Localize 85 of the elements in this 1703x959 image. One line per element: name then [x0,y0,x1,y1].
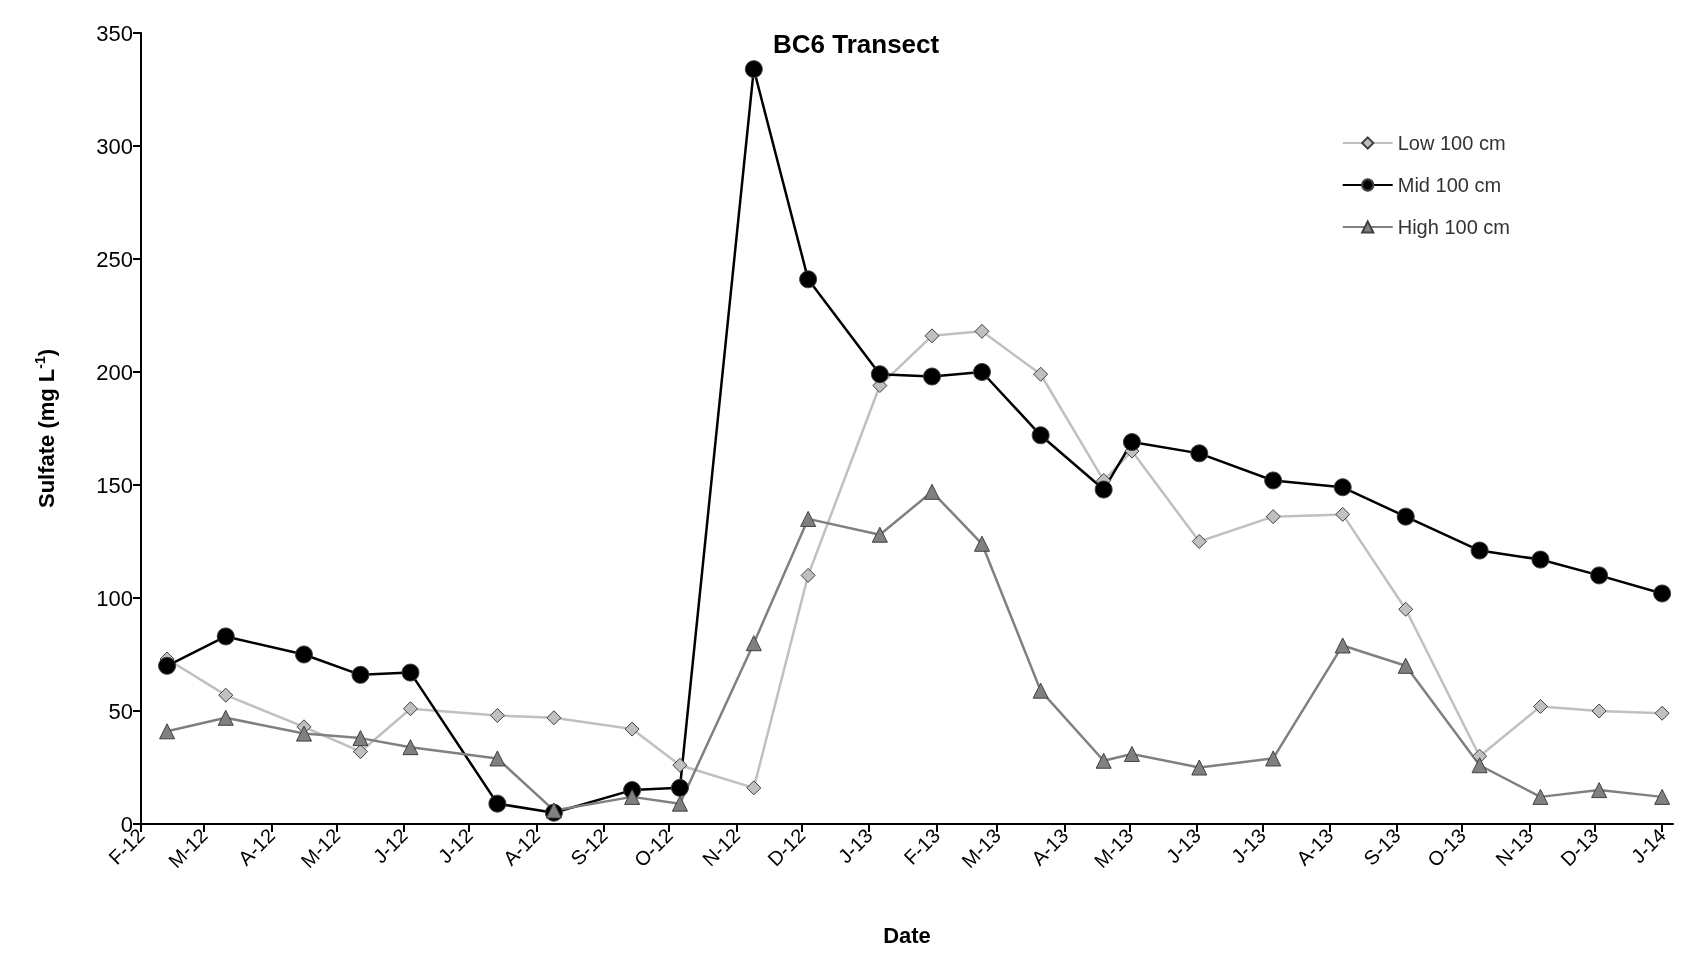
point [489,750,506,767]
legend-label: High 100 cm [1397,216,1511,238]
x-tick-label: J-13 [1227,824,1271,868]
y-tick-label: 250 [96,246,133,272]
point [924,328,940,344]
point [489,708,505,724]
point [402,701,418,717]
point [974,323,990,339]
point [216,627,235,646]
point [1532,698,1548,714]
point [1532,788,1549,805]
point [1191,759,1208,776]
point [1335,506,1351,522]
point [1032,682,1049,699]
legend-label: Mid 100 cm [1397,174,1502,196]
point [672,757,688,773]
y-tick-label: 150 [96,472,133,498]
point [158,656,177,675]
point [1265,509,1281,525]
point [1033,366,1049,382]
y-axis-title: Sulfate (mg L-1) [32,348,59,509]
x-tick-label: J-13 [833,824,877,868]
point [351,665,370,684]
point [670,778,689,797]
point [799,270,818,289]
point [1531,550,1550,569]
point [871,526,888,543]
point [671,795,688,812]
point [1398,601,1414,617]
point [1654,788,1671,805]
point [973,535,990,552]
point [217,709,234,726]
point [1653,584,1672,603]
point [1031,426,1050,445]
point [1334,637,1351,654]
point [1333,478,1352,497]
point [1265,750,1282,767]
chart-title: BC6 Transect [773,29,940,59]
point [488,794,507,813]
point [352,730,369,747]
y-tick-label: 50 [108,698,133,724]
point [800,510,817,527]
y-tick-label: 100 [96,585,133,611]
x-tick-label: J-12 [368,824,412,868]
legend-label: Low 100 cm [1397,132,1506,154]
point [1191,534,1207,549]
point [1654,705,1670,721]
point [546,710,562,726]
point [218,687,234,703]
point [1590,566,1609,585]
point [1123,745,1140,762]
point [1095,752,1112,769]
point [1122,433,1141,452]
point [402,739,419,756]
point [1591,782,1608,799]
point [745,635,762,652]
point [1190,444,1209,463]
point [1264,471,1283,490]
y-tick-label: 300 [96,133,133,159]
y-tick-label: 200 [96,359,133,385]
point [923,483,940,500]
point [295,645,313,664]
point [159,723,176,740]
point [923,367,941,386]
x-tick-label: J-13 [1161,824,1205,868]
x-tick-label: J-14 [1626,824,1670,868]
x-axis-title: Date [883,922,931,948]
point [1591,703,1607,719]
point [746,780,762,796]
point [744,60,763,79]
point [870,365,889,384]
point [401,663,420,682]
point [1470,541,1489,560]
point [800,567,816,583]
y-tick-label: 350 [96,20,133,46]
x-tick-label: J-12 [433,824,477,868]
point [295,725,312,742]
point [352,744,368,760]
point [972,363,991,381]
point [1397,657,1414,674]
point [1094,480,1113,499]
point [1471,757,1488,774]
point [624,721,640,737]
point [624,788,641,805]
point [1396,507,1415,526]
